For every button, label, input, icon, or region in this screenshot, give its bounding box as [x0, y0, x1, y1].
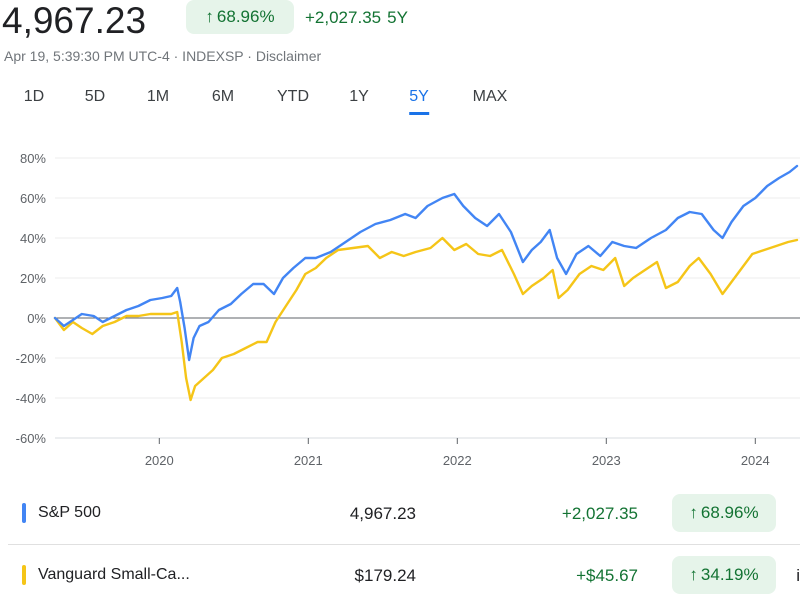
y-tick-label: 80% [20, 151, 46, 166]
x-tick-label: 2021 [294, 453, 323, 468]
comparison-row-sp500[interactable]: S&P 500 4,967.23 +2,027.35 ↑ 68.96% [0, 486, 800, 542]
header-price: 4,967.23 [2, 0, 147, 41]
performance-chart: 80% 60% 40% 20% 0% -20% -40% -60% 2020 2021 2022 20… [16, 151, 800, 468]
series-line-sp500 [53, 164, 799, 362]
tab-1y[interactable]: 1Y [349, 88, 369, 105]
tab-max[interactable]: MAX [472, 88, 508, 105]
quote-meta: Apr 19, 5:39:30 PM UTC-4 · INDEXSP · Dis… [4, 48, 322, 64]
row-price: 4,967.23 [349, 504, 416, 523]
x-tick-label: 2023 [592, 453, 621, 468]
percent-change: 68.96% [216, 7, 275, 26]
row-change: +2,027.35 [561, 504, 638, 523]
row-percent-chip: ↑ 34.19% [672, 556, 776, 594]
change-period: 5Y [387, 8, 408, 27]
arrow-up-icon: ↑ [689, 503, 698, 522]
abs-change-value: +2,027.35 [305, 8, 382, 27]
tab-5y[interactable]: 5Y [409, 88, 429, 115]
y-tick-label: -20% [16, 351, 47, 366]
abs-change: +2,027.35 5Y [305, 8, 408, 28]
tab-6m[interactable]: 6M [211, 88, 235, 105]
row-name: S&P 500 [38, 504, 101, 521]
x-tick-label: 2024 [741, 453, 770, 468]
y-tick-label: 60% [20, 191, 46, 206]
comparison-row-vanguard[interactable]: Vanguard Small-Ca... $179.24 +$45.67 ↑ 3… [0, 548, 800, 604]
series-color-swatch [22, 565, 26, 585]
y-tick-label: -40% [16, 391, 47, 406]
percent-change-chip: ↑ 68.96% [186, 0, 294, 34]
y-tick-label: 40% [20, 231, 46, 246]
row-name: Vanguard Small-Ca... [38, 566, 190, 583]
tab-ytd[interactable]: YTD [277, 88, 309, 105]
y-tick-label: 20% [20, 271, 46, 286]
row-change: +$45.67 [576, 566, 638, 585]
overflow-glyph: i [796, 566, 800, 585]
tab-5d[interactable]: 5D [84, 88, 106, 105]
x-tick-label: 2020 [145, 453, 174, 468]
y-tick-label: -60% [16, 431, 47, 446]
row-percent: 68.96% [700, 503, 759, 522]
row-percent: 34.19% [700, 565, 759, 584]
row-price: $179.24 [354, 566, 416, 585]
y-tick-label: 0% [27, 311, 46, 326]
series-color-swatch [22, 503, 26, 523]
arrow-up-icon: ↑ [205, 7, 214, 26]
tab-1d[interactable]: 1D [23, 88, 45, 105]
series-line-vanguard [53, 236, 799, 402]
row-divider [8, 544, 800, 545]
x-tick-label: 2022 [443, 453, 472, 468]
row-percent-chip: ↑ 68.96% [672, 494, 776, 532]
tab-1m[interactable]: 1M [146, 88, 170, 105]
arrow-up-icon: ↑ [689, 565, 698, 584]
